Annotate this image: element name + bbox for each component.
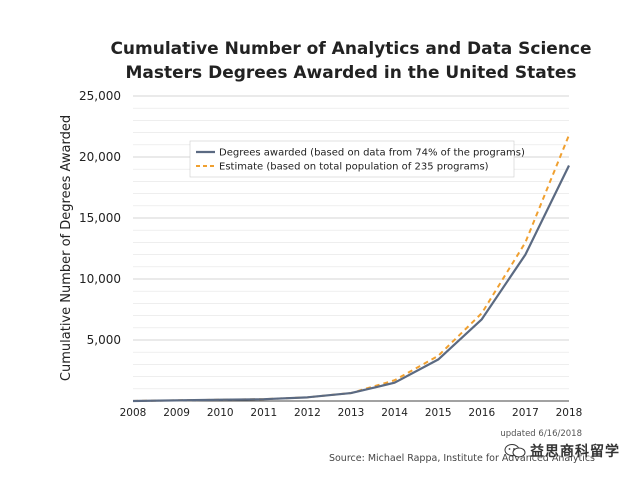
y-tick-label: 5,000 — [87, 333, 121, 347]
series-line-degrees-awarded — [132, 165, 570, 403]
data-series — [132, 134, 570, 403]
chart-title-line-2: Masters Degrees Awarded in the United St… — [126, 63, 577, 83]
x-tick-label: 2009 — [163, 407, 190, 419]
x-tick-label: 2013 — [338, 407, 365, 419]
y-tick-label: 15,000 — [79, 211, 121, 225]
y-tick-label: 10,000 — [79, 272, 121, 286]
x-tick-labels: 2008 2009 2010 2011 2012 2013 2014 2015 2016 2017… — [120, 407, 583, 419]
legend-box — [189, 140, 515, 178]
legend-label-estimate: Estimate (based on total population of 2… — [219, 162, 489, 173]
y-tick-label: 25,000 — [79, 89, 121, 103]
x-tick-label: 2014 — [381, 407, 408, 419]
x-tick-label: 2016 — [468, 407, 495, 419]
legend: Degrees awarded (based on data from 74% … — [189, 140, 525, 178]
wechat-icon — [504, 444, 526, 458]
y-axis-label: Cumulative Number of Degrees Awarded — [59, 115, 74, 381]
x-tick-label: 2017 — [512, 407, 539, 419]
legend-label-degrees: Degrees awarded (based on data from 74% … — [219, 148, 525, 159]
watermark-text: 益思商科留学 — [530, 444, 620, 460]
x-tick-label: 2008 — [120, 407, 147, 419]
x-tick-label: 2015 — [425, 407, 452, 419]
x-tick-label: 2012 — [294, 407, 321, 419]
y-tick-labels: 5,000 10,000 15,000 20,000 25,000 — [79, 89, 121, 347]
gridlines — [133, 95, 569, 390]
watermark: 益思商科留学 — [504, 441, 620, 461]
updated-note: updated 6/16/2018 — [500, 429, 582, 439]
x-tick-label: 2010 — [207, 407, 234, 419]
source-note: Source: Michael Rappa, Institute for Adv… — [329, 453, 595, 464]
x-tick-label: 2018 — [556, 407, 583, 419]
y-tick-label: 20,000 — [79, 150, 121, 164]
x-tick-label: 2011 — [250, 407, 277, 419]
chart-title-line-1: Cumulative Number of Analytics and Data … — [110, 39, 591, 59]
